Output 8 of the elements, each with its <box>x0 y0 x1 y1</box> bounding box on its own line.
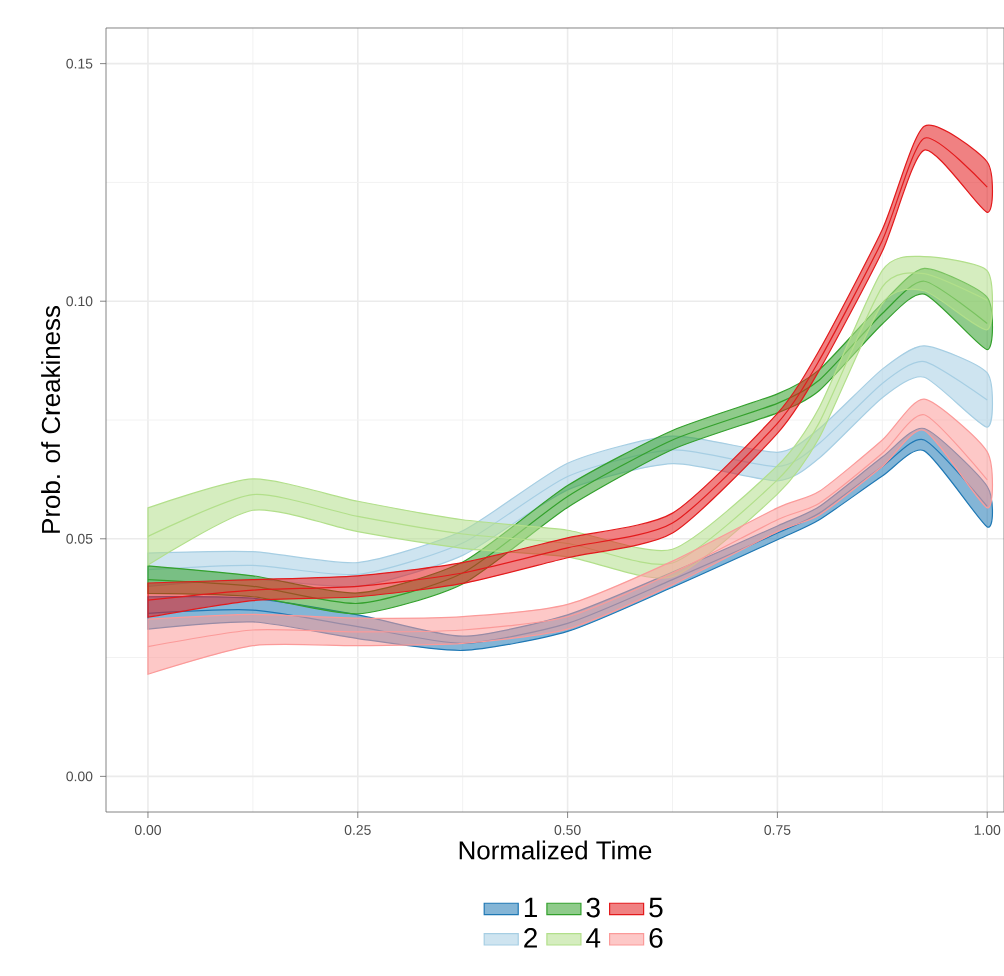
legend-label: 4 <box>586 928 601 948</box>
legend-label: 6 <box>649 928 663 948</box>
x-axis-title: Normalized Time <box>459 840 652 860</box>
y-axis-title: Prob. of Creakiness <box>41 306 61 533</box>
legend-label: 1 <box>524 897 537 917</box>
legend-label: 3 <box>586 897 600 918</box>
legend-label: 5 <box>649 897 663 918</box>
legend-label: 2 <box>524 928 537 948</box>
